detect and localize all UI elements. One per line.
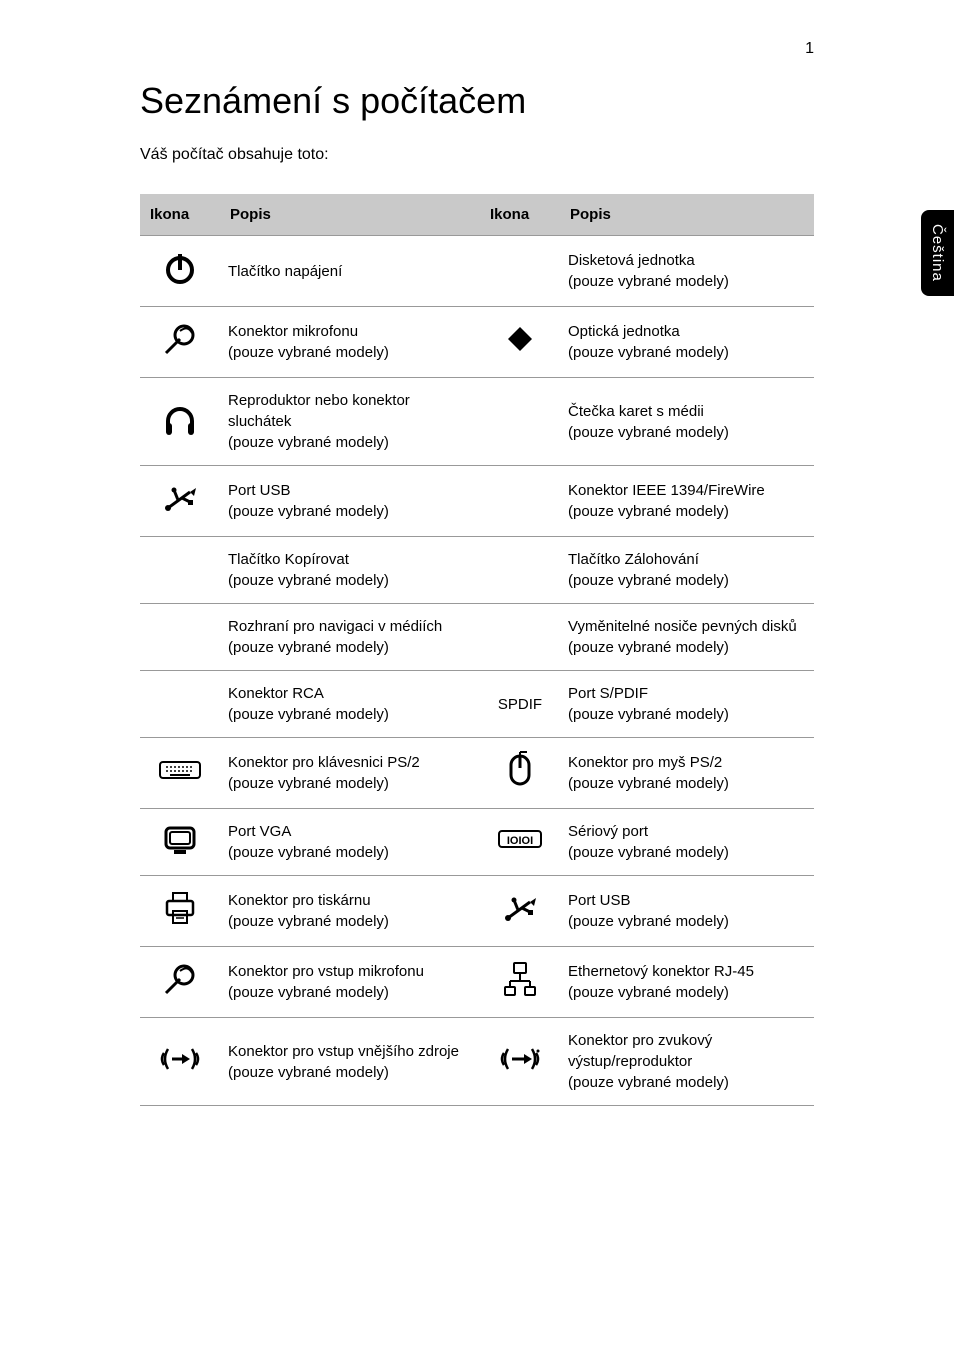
icon-cell-left [140,604,220,671]
table-header-row: Ikona Popis Ikona Popis [140,194,814,236]
usb-icon [500,888,540,928]
table-row: Tlačítko Kopírovat(pouze vybrané modely)… [140,537,814,604]
icon-cell-right [480,604,560,671]
table-row: Konektor mikrofonu(pouze vybrané modely)… [140,307,814,378]
page-heading: Seznámení s počítačem [140,80,814,122]
icon-cell-right: IOIOI [480,809,560,876]
icon-cell-left [140,236,220,307]
audio-out-icon [498,1041,542,1077]
icon-cell-right [480,466,560,537]
header-desc2: Popis [560,194,814,236]
mouse-icon [505,750,535,790]
printer-icon [161,889,199,927]
icon-cell-left [140,537,220,604]
icon-cell-left [140,671,220,738]
description-cell-right: Vyměnitelné nosiče pevných disků(pouze v… [560,604,814,671]
description-cell-left: Rozhraní pro navigaci v médiích(pouze vy… [220,604,480,671]
icon-cell-left [140,378,220,466]
description-cell-right: Port S/PDIF(pouze vybrané modely) [560,671,814,738]
table-row: Tlačítko napájení Disketová jednotka(pouz… [140,236,814,307]
icon-cell-left [140,307,220,378]
main-content: Seznámení s počítačem Váš počítač obsahu… [0,0,954,1166]
header-desc1: Popis [220,194,480,236]
icon-cell-left [140,738,220,809]
description-cell-right: Tlačítko Zálohování(pouze vybrané modely… [560,537,814,604]
description-cell-right: Konektor pro myš PS/2(pouze vybrané mode… [560,738,814,809]
audio-in-icon [158,1041,202,1077]
description-cell-left: Konektor RCA(pouze vybrané modely) [220,671,480,738]
icon-cell-right [480,378,560,466]
table-row: Port VGA(pouze vybrané modely) IOIOI Sério… [140,809,814,876]
headphones-icon [160,399,200,439]
description-cell-right: Sériový port(pouze vybrané modely) [560,809,814,876]
description-cell-left: Port USB(pouze vybrané modely) [220,466,480,537]
intro-text: Váš počítač obsahuje toto: [140,146,814,164]
description-cell-right: Port USB(pouze vybrané modely) [560,876,814,947]
power-icon [160,248,200,288]
icon-cell-left [140,1018,220,1106]
table-row: Konektor pro tiskárnu(pouze vybrané mode… [140,876,814,947]
icon-cell-right [480,738,560,809]
description-cell-left: Konektor pro vstup mikrofonu(pouze vybra… [220,947,480,1018]
description-cell-left: Tlačítko napájení [220,236,480,307]
description-cell-right: Konektor pro zvukový výstup/reproduktor(… [560,1018,814,1106]
spdif-label: SPDIF [498,696,542,713]
icon-cell-left [140,947,220,1018]
microphone-jack-icon [160,959,200,999]
ethernet-icon [500,959,540,999]
icon-cell-right: SPDIF [480,671,560,738]
vga-icon [160,822,200,856]
optical-drive-icon [504,323,536,355]
description-cell-right: Konektor IEEE 1394/FireWire(pouze vybran… [560,466,814,537]
description-cell-left: Konektor pro vstup vnějšího zdroje(pouze… [220,1018,480,1106]
description-cell-right: Disketová jednotka(pouze vybrané modely) [560,236,814,307]
page-number: 1 [805,40,814,58]
table-row: Port USB(pouze vybrané modely) Konektor I… [140,466,814,537]
description-cell-right: Ethernetový konektor RJ-45(pouze vybrané… [560,947,814,1018]
icon-cell-left [140,809,220,876]
table-row: Konektor pro klávesnici PS/2(pouze vybra… [140,738,814,809]
description-cell-left: Konektor mikrofonu(pouze vybrané modely) [220,307,480,378]
icon-cell-right [480,947,560,1018]
description-cell-left: Tlačítko Kopírovat(pouze vybrané modely) [220,537,480,604]
description-cell-left: Konektor pro klávesnici PS/2(pouze vybra… [220,738,480,809]
description-cell-left: Port VGA(pouze vybrané modely) [220,809,480,876]
keyboard-icon [158,758,202,782]
description-cell-left: Reproduktor nebo konektor sluchátek(pouz… [220,378,480,466]
table-row: Konektor pro vstup vnějšího zdroje(pouze… [140,1018,814,1106]
header-icon2: Ikona [480,194,560,236]
description-cell-left: Konektor pro tiskárnu(pouze vybrané mode… [220,876,480,947]
description-cell-right: Optická jednotka(pouze vybrané modely) [560,307,814,378]
icon-cell-left [140,466,220,537]
description-cell-right: Čtečka karet s médii(pouze vybrané model… [560,378,814,466]
table-row: Reproduktor nebo konektor sluchátek(pouz… [140,378,814,466]
table-row: Konektor RCA(pouze vybrané modely) SPDIF P… [140,671,814,738]
icon-cell-right [480,307,560,378]
table-row: Konektor pro vstup mikrofonu(pouze vybra… [140,947,814,1018]
microphone-jack-icon [160,319,200,359]
table-row: Rozhraní pro navigaci v médiích(pouze vy… [140,604,814,671]
icon-cell-right [480,236,560,307]
icon-cell-right [480,537,560,604]
icon-cell-left [140,876,220,947]
icon-cell-right [480,1018,560,1106]
language-tab: Čeština [921,210,954,296]
icon-cell-right [480,876,560,947]
icon-table: Ikona Popis Ikona Popis Tlačítko napájen… [140,194,814,1106]
serial-port-icon: IOIOI [495,827,545,851]
header-icon1: Ikona [140,194,220,236]
usb-icon [160,478,200,518]
svg-text:IOIOI: IOIOI [507,835,533,847]
